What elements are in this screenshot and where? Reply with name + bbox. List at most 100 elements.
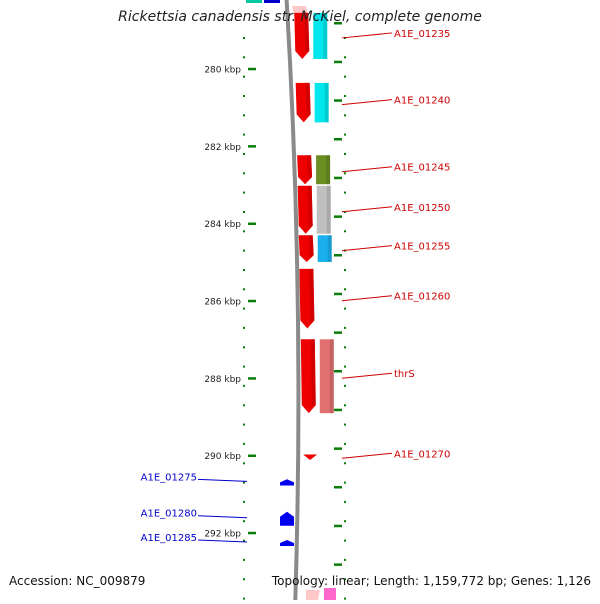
gene-label[interactable]: A1E_01250 (394, 203, 450, 214)
scale-tick (344, 307, 346, 310)
gene-feature[interactable] (297, 155, 313, 185)
gene-shading (307, 155, 313, 179)
gene-feature[interactable] (280, 511, 294, 526)
scale-tick (344, 211, 346, 213)
major-tick (334, 176, 342, 180)
cog-shading (324, 82, 329, 123)
gene-feature[interactable] (303, 454, 318, 461)
gene-features (280, 12, 334, 547)
gene-label[interactable]: A1E_01245 (394, 163, 450, 174)
scale-tick (344, 520, 346, 523)
scale-tick (344, 326, 346, 329)
gene-label[interactable]: thrS (394, 369, 415, 380)
scale-tick (243, 384, 245, 387)
gene-feature[interactable] (299, 268, 315, 329)
scale-tick (344, 423, 346, 426)
major-tick (248, 222, 256, 225)
cog-category-box (313, 12, 328, 59)
major-tick (334, 447, 342, 450)
scale-tick (243, 558, 245, 561)
scale-tick (243, 578, 245, 581)
label-leader-line (197, 478, 248, 482)
gene-label[interactable]: A1E_01235 (394, 29, 450, 40)
major-tick (248, 145, 256, 148)
scale-tick (344, 133, 346, 136)
scale-tick (243, 520, 245, 523)
scale-tick (344, 558, 346, 561)
genome-backbone (284, 0, 301, 604)
major-tick (334, 60, 342, 64)
gene-label[interactable]: A1E_01240 (394, 96, 450, 107)
scale-tick (344, 230, 346, 233)
cog-shading (326, 185, 331, 234)
scale-tick (243, 95, 245, 97)
scale-tick (344, 404, 346, 407)
label-leader-line (341, 452, 393, 459)
scale-tick (344, 269, 346, 271)
scale-tick (344, 384, 346, 387)
major-tick (248, 531, 256, 535)
scale-tick (243, 133, 245, 136)
major-tick (334, 524, 342, 528)
scale-tick (243, 597, 245, 600)
scale-tick (243, 230, 245, 233)
scale-label: 282 kbp (204, 143, 241, 153)
gene-feature[interactable] (295, 82, 311, 123)
cog-category-box (316, 185, 331, 234)
scale-tick (344, 539, 346, 542)
gene-fragment (264, 0, 280, 3)
major-tick (334, 331, 342, 334)
scale-tick (243, 326, 245, 329)
scale-tick (344, 114, 346, 117)
gene-label[interactable]: A1E_01270 (394, 449, 450, 460)
map-title: Rickettsia canadensis str. McKiel, compl… (118, 9, 482, 25)
gene-feature[interactable] (280, 540, 294, 547)
gene-label[interactable]: A1E_01285 (141, 533, 197, 544)
scale-tick (243, 442, 245, 445)
scale-label: 288 kbp (204, 375, 241, 385)
gene-feature[interactable] (294, 12, 310, 59)
scale-tick (243, 462, 245, 465)
scale-tick (344, 597, 346, 600)
cog-shading (327, 235, 332, 262)
scale-tick (344, 75, 346, 78)
major-tick (334, 99, 342, 102)
label-leader-line (341, 166, 393, 173)
scale-tick (344, 442, 346, 445)
gene-feature[interactable] (300, 339, 316, 414)
cog-category-box (316, 155, 331, 185)
gene-label[interactable]: A1E_01275 (141, 472, 197, 483)
gene-label[interactable]: A1E_01280 (141, 509, 197, 520)
scale-label: 280 kbp (204, 66, 241, 76)
scale-tick (344, 153, 346, 155)
major-tick (248, 377, 256, 380)
scale-tick (243, 37, 245, 39)
gene-fragment (246, 0, 262, 3)
gene-feature[interactable] (280, 479, 294, 486)
scale-tick (344, 500, 346, 503)
gene-shading (304, 12, 310, 53)
cog-category-box (314, 82, 329, 123)
scale-tick (243, 307, 245, 310)
scale-label: 286 kbp (204, 298, 241, 308)
scale-tick (243, 404, 245, 407)
right-tick-track (334, 22, 346, 600)
major-tick (248, 454, 256, 457)
scale-tick (344, 578, 346, 581)
gene-feature[interactable] (297, 185, 313, 234)
scale-tick (344, 56, 346, 59)
scale-tick (344, 462, 346, 465)
scale-tick (344, 481, 346, 484)
topology-summary-text: Topology: linear; Length: 1,159,772 bp; … (271, 574, 591, 588)
label-leader-line (341, 245, 393, 252)
major-tick (334, 138, 342, 141)
gene-label[interactable]: A1E_01260 (394, 292, 450, 303)
major-tick (334, 408, 342, 412)
scale-tick (243, 288, 245, 291)
gene-shading (305, 82, 311, 117)
major-tick (334, 370, 342, 373)
gene-feature[interactable] (298, 235, 314, 262)
gene-label[interactable]: A1E_01255 (394, 242, 450, 253)
scale-tick (243, 75, 245, 78)
